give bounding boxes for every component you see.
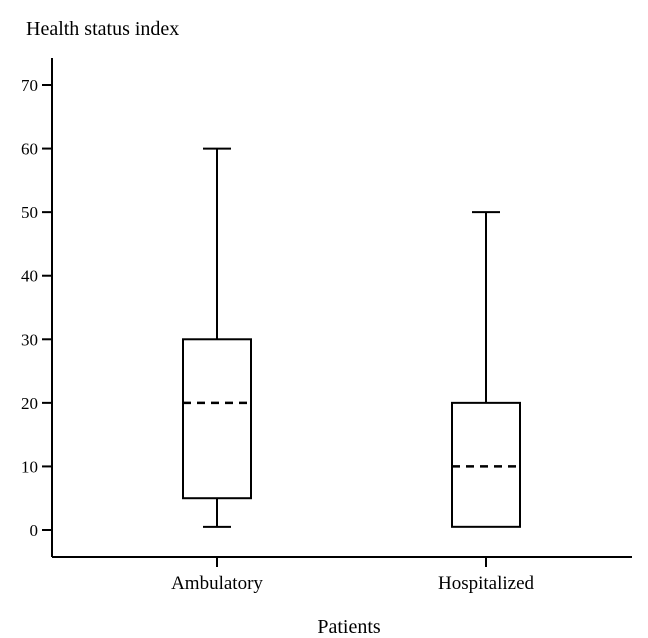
y-axis-title: Health status index — [26, 18, 179, 40]
y-tick-label-40: 40 — [21, 267, 38, 286]
y-tick-label-20: 20 — [21, 394, 38, 413]
box-hospitalized — [451, 211, 521, 528]
iqr-box-hospitalized — [451, 401, 521, 528]
axes: 0 10 20 30 40 50 60 70 Ambulatory Hospitalized — [21, 58, 632, 594]
y-tick-label-70: 70 — [21, 76, 38, 95]
y-tick-label-50: 50 — [21, 203, 38, 222]
x-tick-label-hospitalized: Hospitalized — [438, 573, 535, 594]
y-tick-label-0: 0 — [30, 521, 39, 540]
x-axis-title: Patients — [317, 616, 381, 638]
y-tick-label-10: 10 — [21, 457, 38, 476]
x-tick-label-ambulatory: Ambulatory — [171, 573, 263, 594]
iqr-box-ambulatory — [182, 338, 252, 500]
y-tick-label-30: 30 — [21, 330, 38, 349]
box-ambulatory — [182, 147, 252, 528]
y-tick-label-60: 60 — [21, 140, 38, 159]
boxes — [182, 147, 521, 528]
